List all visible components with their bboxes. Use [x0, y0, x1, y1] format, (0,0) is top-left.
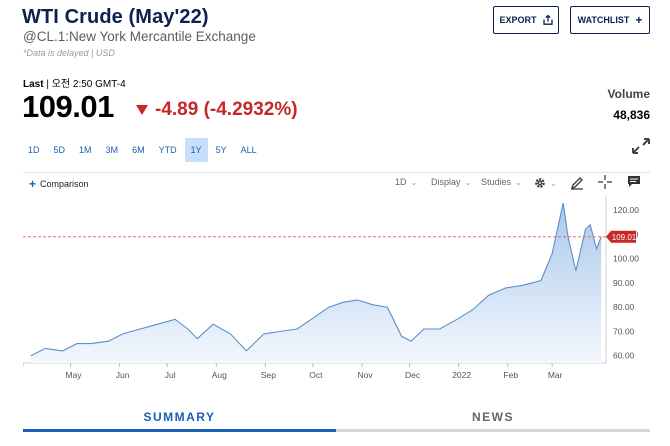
chevron-down-icon: ⌄: [515, 177, 522, 187]
range-5y[interactable]: 5Y: [215, 145, 227, 155]
chevron-down-icon: ⌄: [550, 178, 557, 188]
watchlist-label: WATCHLIST: [577, 15, 630, 25]
expand-icon[interactable]: [632, 138, 650, 154]
y-tick-label: 90.00: [613, 278, 635, 288]
volume-value: 48,836: [613, 108, 650, 122]
content-tabs: SUMMARY NEWS: [23, 404, 650, 432]
last-trade-label: Last | 오전 2:50 GMT-4: [23, 75, 126, 90]
settings-dropdown[interactable]: ⌄: [534, 177, 557, 189]
share-icon: [542, 15, 553, 25]
plus-icon: +: [29, 177, 37, 191]
chart-toolbar: + Comparison 1D ⌄ Display ⌄ Studies ⌄ ⌄: [23, 172, 650, 196]
change-value: -4.89 (-4.2932%): [155, 99, 298, 120]
y-tick-label: 120.00: [613, 205, 639, 215]
range-ytd[interactable]: YTD: [158, 145, 177, 155]
export-button[interactable]: EXPORT: [493, 6, 559, 34]
x-tick-label: Nov: [357, 370, 373, 380]
comparison-button[interactable]: + Comparison: [29, 178, 89, 190]
x-tick-label: Oct: [309, 370, 323, 380]
x-tick-label: Mar: [548, 370, 563, 380]
price-change: -4.89 (-4.2932%): [136, 99, 298, 121]
last-price-tag: [606, 230, 636, 243]
x-tick-label: 2022: [452, 370, 471, 380]
volume-label: Volume: [607, 87, 650, 101]
tab-news[interactable]: NEWS: [336, 404, 650, 432]
interval-label: 1D: [395, 177, 407, 187]
range-1m[interactable]: 1M: [79, 145, 92, 155]
quote-title: WTI Crude (May'22): [22, 6, 209, 28]
time-range-selector: 1D 5D 1M 3M 6M YTD 1Y 5Y ALL: [22, 138, 265, 162]
y-tick-label: 100.00: [613, 254, 639, 264]
last-label: Last: [23, 79, 44, 90]
range-1d[interactable]: 1D: [28, 145, 40, 155]
export-label: EXPORT: [499, 15, 537, 25]
price-area: [30, 202, 602, 363]
chat-icon[interactable]: [627, 175, 641, 188]
x-tick-label: Feb: [503, 370, 518, 380]
comparison-label: Comparison: [40, 179, 89, 189]
y-tick-label: 60.00: [613, 351, 635, 361]
range-3m[interactable]: 3M: [105, 145, 119, 155]
range-5d[interactable]: 5D: [53, 145, 66, 155]
range-6m[interactable]: 6M: [132, 145, 145, 155]
delayed-note: *Data is delayed | USD: [23, 48, 115, 58]
y-tick-label: 70.00: [613, 326, 635, 336]
studies-dropdown[interactable]: Studies ⌄: [481, 177, 522, 187]
x-tick-label: Aug: [212, 370, 227, 380]
plus-icon: +: [635, 13, 643, 27]
crosshair-icon[interactable]: [598, 175, 612, 189]
watchlist-button[interactable]: WATCHLIST +: [570, 6, 650, 34]
chevron-down-icon: ⌄: [464, 177, 472, 187]
range-all[interactable]: ALL: [240, 145, 257, 155]
price-line: [30, 202, 602, 357]
interval-dropdown[interactable]: 1D ⌄: [395, 177, 417, 187]
gear-icon: [535, 178, 545, 188]
x-tick-label: Sep: [261, 370, 276, 380]
studies-label: Studies: [481, 177, 512, 187]
pencil-icon[interactable]: [570, 176, 584, 190]
x-tick-label: Dec: [405, 370, 421, 380]
x-tick-label: May: [65, 370, 82, 380]
display-label: Display: [431, 177, 461, 187]
down-arrow-icon: [136, 104, 148, 115]
exchange-subtitle: @CL.1:New York Mercantile Exchange: [23, 29, 256, 44]
last-time: | 오전 2:50 GMT-4: [46, 79, 126, 90]
display-dropdown[interactable]: Display ⌄: [431, 177, 471, 187]
y-tick-label: 80.00: [613, 302, 635, 312]
range-1y[interactable]: 1Y: [184, 138, 208, 162]
chevron-down-icon: ⌄: [410, 177, 418, 187]
last-price-tag-label: 109.01: [612, 233, 637, 242]
price-chart[interactable]: 60.0070.0080.0090.00100.00110.00120.00Ma…: [23, 196, 650, 386]
x-tick-label: Jul: [165, 370, 176, 380]
last-price: 109.01: [22, 89, 114, 124]
tab-summary[interactable]: SUMMARY: [23, 404, 336, 432]
x-tick-label: Jun: [116, 370, 130, 380]
